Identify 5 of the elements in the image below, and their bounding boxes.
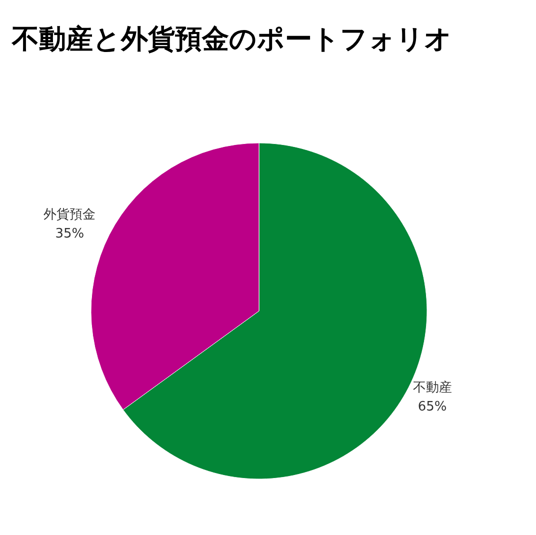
chart-title: 不動産と外貨預金のポートフォリオ bbox=[11, 24, 452, 55]
data-label: 35% bbox=[55, 226, 84, 242]
slice-label: 不動産 bbox=[412, 379, 452, 396]
slice-label: 外貨預金 bbox=[44, 208, 96, 223]
data-label: 65% bbox=[418, 399, 447, 414]
